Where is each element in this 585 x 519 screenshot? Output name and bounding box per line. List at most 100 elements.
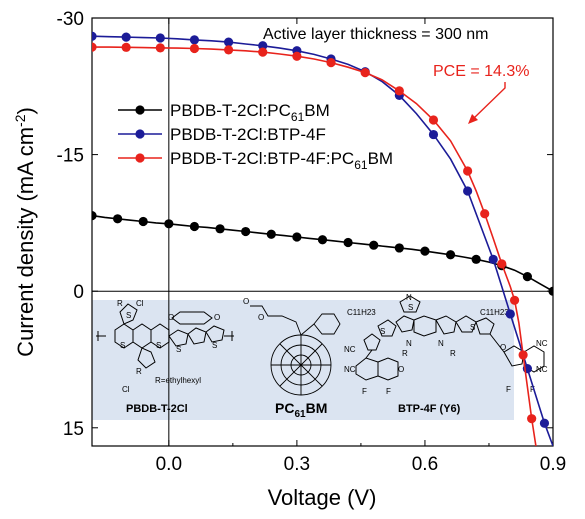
s-label: S: [156, 341, 161, 350]
n-label: N: [406, 293, 412, 302]
data-point: [343, 237, 353, 248]
data-point: [258, 47, 268, 57]
y-tick-label: -15: [57, 146, 84, 167]
substituent-label: R=ethylhexyl: [155, 376, 201, 385]
cl-label: Cl: [122, 385, 130, 394]
x-tick-label: 0.3: [284, 454, 310, 475]
data-point: [164, 219, 174, 229]
data-point: [360, 68, 370, 78]
n-label: N: [406, 339, 412, 348]
legend-label: PBDB-T-2Cl:BTP-4F: [170, 125, 326, 144]
donor-atom-labels: R Cl S O O S S S S R Cl R=ethylhexyl PBD…: [117, 299, 220, 415]
plot-frame: [91, 17, 554, 447]
data-point: [369, 240, 379, 250]
o-label: O: [214, 313, 220, 322]
data-point: [155, 33, 165, 43]
data-point: [215, 224, 225, 234]
pce-arrow: [473, 82, 506, 119]
cn-label: NC: [344, 365, 356, 374]
data-point: [522, 272, 532, 282]
data-point: [317, 235, 328, 245]
y-tick-label: 15: [63, 419, 84, 440]
axis-ticks: [92, 17, 554, 446]
data-point: [223, 45, 234, 55]
x-axis-title: Voltage (V): [268, 485, 377, 510]
data-point: [428, 129, 439, 140]
y-tick-label: 0: [73, 282, 84, 303]
data-point: [92, 42, 97, 52]
donor-structure: [96, 303, 234, 369]
f-label: F: [362, 387, 367, 396]
acceptor-atom-labels: N S C11H23 C11H23 S S N N R R NC NC NC N…: [344, 293, 548, 415]
o-label: O: [398, 365, 404, 374]
s-label: S: [408, 303, 413, 312]
o-label: O: [500, 343, 506, 352]
data-point: [241, 226, 251, 237]
axis-tick-labels: 0.0 0.3 0.6 0.9 -30 -15 0 15: [57, 9, 567, 475]
data-point: [428, 115, 439, 125]
series-line: [92, 35, 553, 446]
s-label: S: [380, 327, 385, 336]
legend-label: PBDB-T-2Cl:PC61BM: [170, 101, 330, 124]
f-label: F: [506, 385, 511, 394]
data-point: [509, 295, 520, 305]
r-label: R: [117, 299, 123, 308]
data-point: [471, 254, 481, 264]
r-label: R: [136, 367, 142, 376]
data-point: [326, 58, 336, 68]
x-tick-label: 0.0: [156, 454, 182, 475]
legend-marker: [135, 153, 145, 163]
series-layer: [92, 31, 553, 446]
data-point: [266, 229, 276, 239]
r-label: R: [450, 349, 456, 358]
data-point: [189, 35, 200, 45]
data-point: [518, 350, 528, 360]
series-3: [92, 42, 537, 446]
legend-marker: [135, 105, 145, 115]
data-point: [445, 250, 456, 260]
s-label: S: [120, 341, 125, 350]
pce-arrow-head: [468, 114, 478, 124]
series-line: [92, 46, 537, 446]
cn-label: NC: [536, 339, 548, 348]
data-point: [189, 221, 200, 232]
x-tick-label: 0.6: [412, 454, 438, 475]
inset-background: [92, 300, 514, 420]
data-point: [548, 286, 553, 296]
s-label: S: [126, 311, 131, 320]
fullerene-label: PC61BM: [275, 400, 327, 420]
s-label: S: [212, 341, 217, 350]
donor-label: PBDB-T-2Cl: [126, 403, 188, 415]
pce-annotation: PCE = 14.3%: [433, 63, 530, 124]
cl-label: Cl: [136, 299, 144, 308]
data-point: [527, 414, 537, 424]
data-point: [155, 43, 165, 53]
y-tick-label: -30: [57, 9, 84, 30]
data-point: [92, 31, 97, 41]
f-label: F: [386, 387, 391, 396]
fullerene-labels: O O PC61BM: [243, 297, 327, 420]
s-label: S: [176, 345, 181, 354]
r-label: R: [402, 349, 408, 358]
data-point: [505, 309, 515, 319]
thickness-annotation: Active layer thickness = 300 nm: [263, 26, 488, 43]
data-point: [223, 37, 234, 47]
legend-label: PBDB-T-2Cl:BTP-4F:PC61BM: [170, 149, 393, 172]
data-point: [463, 186, 473, 196]
data-point: [113, 214, 123, 224]
data-point: [138, 216, 148, 227]
data-point: [394, 243, 404, 253]
data-point: [420, 246, 430, 256]
f-label: F: [530, 385, 535, 394]
o-label: O: [168, 313, 174, 322]
series-1: [92, 211, 553, 296]
cn-label: NC: [536, 365, 548, 374]
data-point: [488, 254, 498, 264]
n-label: N: [438, 339, 444, 348]
data-point: [394, 86, 404, 96]
fullerene-structure: [250, 305, 341, 396]
series-line: [92, 214, 553, 292]
pce-label: PCE = 14.3%: [433, 63, 530, 80]
data-point: [92, 211, 97, 221]
